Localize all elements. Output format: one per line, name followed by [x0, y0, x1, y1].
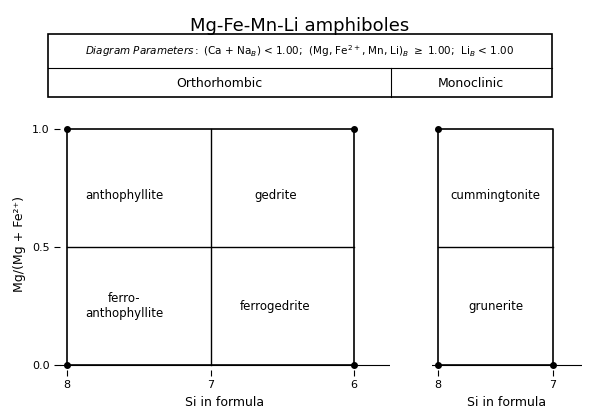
Text: Mg-Fe-Mn-Li amphiboles: Mg-Fe-Mn-Li amphiboles [190, 17, 410, 35]
Text: cummingtonite: cummingtonite [451, 189, 541, 202]
Text: ferrogedrite: ferrogedrite [240, 299, 311, 312]
X-axis label: Si in formula: Si in formula [185, 396, 265, 409]
Text: grunerite: grunerite [468, 299, 523, 312]
Text: ferro-
anthophyllite: ferro- anthophyllite [85, 292, 164, 320]
Text: anthophyllite: anthophyllite [85, 189, 164, 202]
Y-axis label: Mg/(Mg + Fe²⁺): Mg/(Mg + Fe²⁺) [13, 196, 26, 291]
Text: Orthorhombic: Orthorhombic [176, 78, 262, 90]
Text: gedrite: gedrite [254, 189, 296, 202]
Text: $\it{Diagram\ Parameters:}$ (Ca + Na$_B$) < 1.00;  (Mg, Fe$^{2+}$, Mn, Li)$_B$ $: $\it{Diagram\ Parameters:}$ (Ca + Na$_B$… [85, 43, 515, 59]
X-axis label: Si in formula: Si in formula [467, 396, 547, 409]
FancyBboxPatch shape [48, 34, 552, 97]
Text: Monoclinic: Monoclinic [438, 78, 505, 90]
